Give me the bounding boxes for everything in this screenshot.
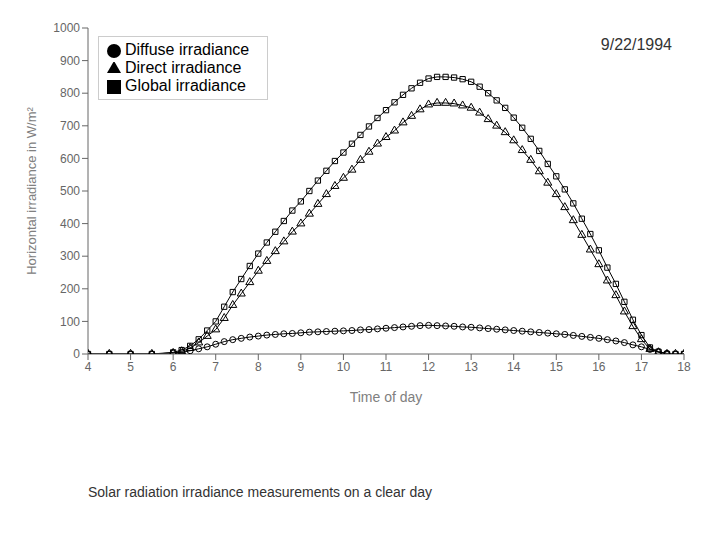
svg-text:5: 5 [127, 360, 134, 374]
svg-text:16: 16 [592, 360, 606, 374]
svg-text:0: 0 [73, 347, 80, 361]
svg-text:Time of day: Time of day [350, 389, 423, 405]
html-text:Diffuse irradiance: Diffuse irradiance [125, 41, 250, 58]
svg-text:700: 700 [60, 119, 80, 133]
svg-text:14: 14 [507, 360, 521, 374]
svg-text:15: 15 [550, 360, 564, 374]
html-text:Solar radiation irradiance mea: Solar radiation irradiance measurements … [88, 484, 432, 500]
svg-text:12: 12 [422, 360, 436, 374]
html-text:Direct irradiance: Direct irradiance [125, 59, 242, 76]
svg-text:11: 11 [380, 360, 393, 374]
svg-text:200: 200 [60, 282, 80, 296]
svg-text:300: 300 [60, 249, 80, 263]
svg-text:Horizontal irradiance in W/m²: Horizontal irradiance in W/m² [24, 107, 39, 275]
svg-text:800: 800 [60, 86, 80, 100]
svg-text:4: 4 [85, 360, 92, 374]
svg-text:18: 18 [677, 360, 691, 374]
svg-text:17: 17 [635, 360, 649, 374]
svg-text:10: 10 [337, 360, 351, 374]
svg-text:9: 9 [298, 360, 305, 374]
svg-text:400: 400 [60, 217, 80, 231]
html-text:Global irradiance: Global irradiance [125, 77, 246, 94]
html-text:9/22/1994: 9/22/1994 [600, 36, 672, 53]
svg-text:1000: 1000 [53, 21, 80, 35]
svg-text:900: 900 [60, 54, 80, 68]
svg-text:8: 8 [255, 360, 262, 374]
svg-text:600: 600 [60, 152, 80, 166]
svg-text:100: 100 [60, 315, 80, 329]
svg-text:7: 7 [212, 360, 219, 374]
svg-text:13: 13 [464, 360, 478, 374]
svg-text:6: 6 [170, 360, 177, 374]
svg-text:500: 500 [60, 184, 80, 198]
